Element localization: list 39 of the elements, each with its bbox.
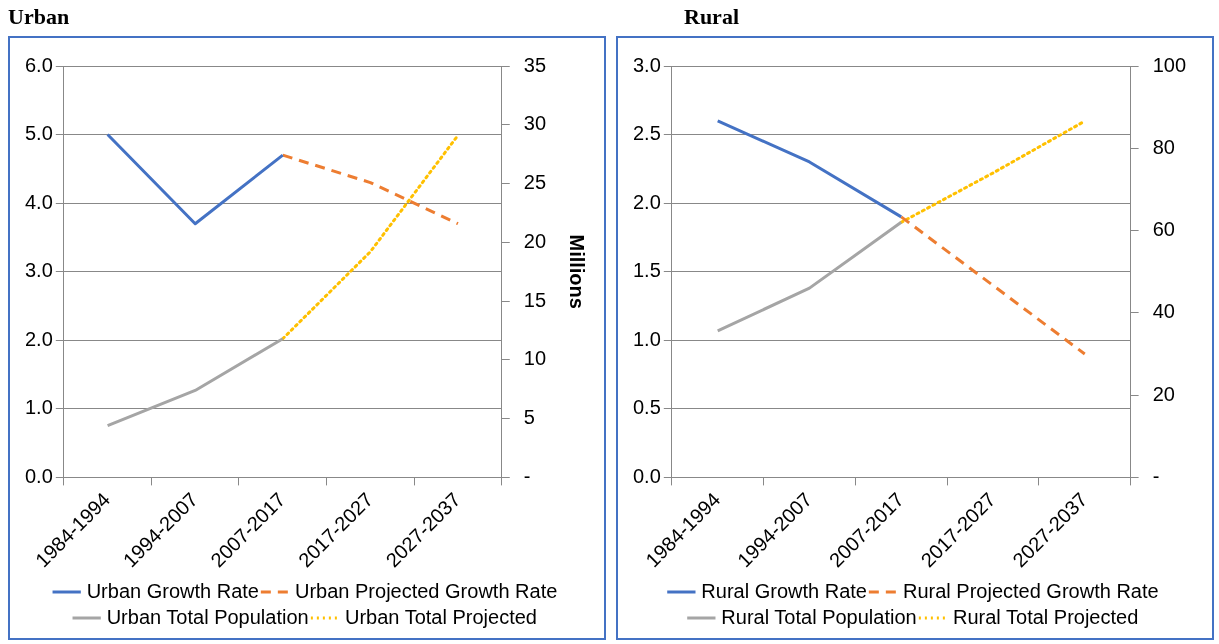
- legend-label: Urban Projected Growth Rate: [294, 579, 558, 602]
- legend-label: Rural Total Population: [721, 605, 917, 628]
- y-tick-label: 1.5: [632, 259, 661, 282]
- y-tick-label: 3.0: [632, 53, 661, 76]
- y2-tick-label: -: [1152, 464, 1160, 487]
- y-tick-label: 4.0: [24, 190, 53, 213]
- y-tick-label: 0.0: [24, 464, 53, 487]
- y-tick-label: 5.0: [24, 122, 53, 145]
- chart-title: Urban: [8, 4, 70, 30]
- y-tick-label: 2.0: [24, 327, 53, 350]
- y-tick-label: 3.0: [24, 259, 53, 282]
- y-tick-label: 6.0: [24, 53, 53, 76]
- y-tick-label: 0.5: [632, 396, 661, 419]
- y-tick-label: 1.0: [632, 327, 661, 350]
- y2-tick-label: 20: [1152, 382, 1175, 405]
- y2-tick-label: 10: [523, 347, 546, 370]
- y2-tick-label: 20: [523, 229, 546, 252]
- y-tick-label: 0.0: [632, 464, 661, 487]
- y2-tick-label: -: [523, 464, 531, 487]
- chart-title: Rural: [684, 4, 739, 30]
- y2-tick-label: 35: [523, 53, 546, 76]
- y2-tick-label: 5: [523, 406, 535, 429]
- y2-tick-label: 100: [1152, 53, 1187, 76]
- legend-label: Rural Projected Growth Rate: [902, 579, 1159, 602]
- legend-label: Urban Growth Rate: [86, 579, 259, 602]
- y2-tick-label: 60: [1152, 218, 1175, 241]
- y2-tick-label: 25: [523, 171, 546, 194]
- legend-label: Urban Total Projected: [345, 605, 537, 628]
- y2-tick-label: 80: [1152, 135, 1175, 158]
- y2-tick-label: 40: [1152, 300, 1175, 323]
- y2-tick-label: 15: [523, 288, 546, 311]
- y-tick-label: 2.5: [632, 122, 661, 145]
- y-tick-label: 2.0: [632, 190, 661, 213]
- y-tick-label: 1.0: [24, 396, 53, 419]
- legend-label: Urban Total Population: [106, 605, 309, 628]
- legend-label: Rural Growth Rate: [701, 579, 867, 602]
- y2-axis-title: Millions: [566, 234, 589, 309]
- legend-label: Rural Total Projected: [953, 605, 1139, 628]
- y2-tick-label: 30: [523, 112, 546, 135]
